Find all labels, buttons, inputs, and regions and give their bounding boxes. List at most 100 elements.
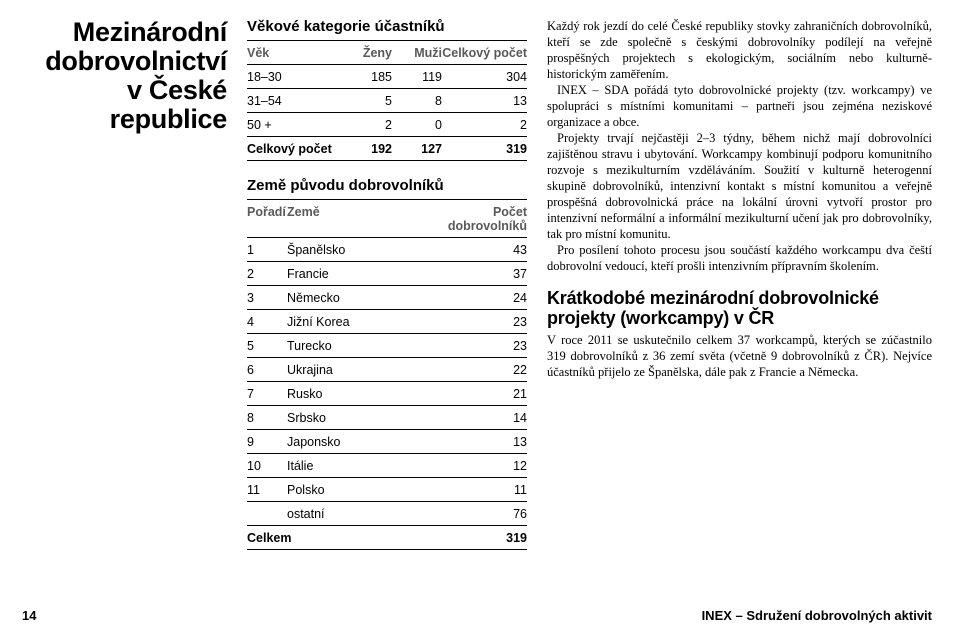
table-cell: 50 + bbox=[247, 118, 337, 132]
title-line-3: v České republice bbox=[110, 75, 227, 134]
countries-table-body: 1Španělsko432Francie373Německo244Jižní K… bbox=[247, 238, 527, 550]
table-cell: 10 bbox=[247, 459, 287, 473]
paragraph: V roce 2011 se uskutečnilo celkem 37 wor… bbox=[547, 332, 932, 380]
text-column: Každý rok jezdí do celé České republiky … bbox=[547, 18, 932, 594]
age-header-cell: Celkový počet bbox=[442, 46, 527, 60]
table-row: 18–30185119304 bbox=[247, 65, 527, 89]
age-table-title: Věkové kategorie účastníků bbox=[247, 18, 527, 41]
table-cell: 119 bbox=[392, 70, 442, 84]
table-row: 50 +202 bbox=[247, 113, 527, 137]
age-table: Věkové kategorie účastníků Věk Ženy Muži… bbox=[247, 18, 527, 161]
table-cell: 2 bbox=[247, 267, 287, 281]
age-header-cell: Ženy bbox=[337, 46, 392, 60]
table-row: 1Španělsko43 bbox=[247, 238, 527, 262]
age-header-cell: Muži bbox=[392, 46, 442, 60]
table-row: 31–545813 bbox=[247, 89, 527, 113]
table-cell: 0 bbox=[392, 118, 442, 132]
table-cell: 192 bbox=[337, 142, 392, 156]
table-cell bbox=[247, 507, 287, 521]
subheading: Krátkodobé mezinárodní dobrovolnické pro… bbox=[547, 288, 932, 328]
table-cell: ostatní bbox=[287, 507, 427, 521]
table-cell: 185 bbox=[337, 70, 392, 84]
table-cell: 2 bbox=[442, 118, 527, 132]
table-cell: Celkem bbox=[247, 531, 291, 545]
table-cell: Španělsko bbox=[287, 243, 427, 257]
table-row: 7Rusko21 bbox=[247, 382, 527, 406]
table-cell: 43 bbox=[427, 243, 527, 257]
table-cell: 8 bbox=[392, 94, 442, 108]
table-row: Celkem 319 bbox=[247, 526, 527, 550]
table-cell: 14 bbox=[427, 411, 527, 425]
table-row: 8Srbsko14 bbox=[247, 406, 527, 430]
table-cell: Japonsko bbox=[287, 435, 427, 449]
table-cell: 13 bbox=[427, 435, 527, 449]
table-cell: 9 bbox=[247, 435, 287, 449]
table-cell: 127 bbox=[392, 142, 442, 156]
table-row: 5Turecko23 bbox=[247, 334, 527, 358]
table-cell: 319 bbox=[427, 531, 527, 545]
table-cell: 304 bbox=[442, 70, 527, 84]
page-title: Mezinárodní dobrovolnictví v České repub… bbox=[22, 18, 227, 135]
page: Mezinárodní dobrovolnictví v České repub… bbox=[0, 0, 960, 641]
table-cell: 37 bbox=[427, 267, 527, 281]
table-cell: Polsko bbox=[287, 483, 427, 497]
columns: Mezinárodní dobrovolnictví v České repub… bbox=[22, 18, 932, 594]
title-column: Mezinárodní dobrovolnictví v České repub… bbox=[22, 18, 227, 594]
table-cell: 8 bbox=[247, 411, 287, 425]
countries-header-cell: Pořadí bbox=[247, 205, 287, 233]
table-cell: 21 bbox=[427, 387, 527, 401]
table-cell: 5 bbox=[337, 94, 392, 108]
table-cell: 4 bbox=[247, 315, 287, 329]
table-cell: 3 bbox=[247, 291, 287, 305]
table-row: 11Polsko11 bbox=[247, 478, 527, 502]
table-cell: Ukrajina bbox=[287, 363, 427, 377]
table-cell: 1 bbox=[247, 243, 287, 257]
table-row: 10Itálie12 bbox=[247, 454, 527, 478]
table-row: 4Jižní Korea23 bbox=[247, 310, 527, 334]
table-cell: Turecko bbox=[287, 339, 427, 353]
table-cell: 11 bbox=[427, 483, 527, 497]
table-cell: Celkový počet bbox=[247, 142, 337, 156]
table-row: Celkový počet192127319 bbox=[247, 137, 527, 161]
table-cell: Srbsko bbox=[287, 411, 427, 425]
age-header-cell: Věk bbox=[247, 46, 337, 60]
footer-org: INEX – Sdružení dobrovolných aktivit bbox=[702, 608, 932, 623]
table-cell: 31–54 bbox=[247, 94, 337, 108]
table-cell: 12 bbox=[427, 459, 527, 473]
table-cell: 319 bbox=[442, 142, 527, 156]
age-table-body: 18–3018511930431–54581350 +202Celkový po… bbox=[247, 65, 527, 161]
page-number: 14 bbox=[22, 608, 36, 623]
paragraph: Projekty trvají nejčastěji 2–3 týdny, bě… bbox=[547, 130, 932, 242]
table-cell: 7 bbox=[247, 387, 287, 401]
tables-column: Věkové kategorie účastníků Věk Ženy Muži… bbox=[247, 18, 527, 594]
paragraph: INEX – SDA pořádá tyto dobrovolnické pro… bbox=[547, 82, 932, 130]
table-cell: 6 bbox=[247, 363, 287, 377]
table-cell: Rusko bbox=[287, 387, 427, 401]
countries-header-cell: Počet dobrovolníků bbox=[427, 205, 527, 233]
age-table-header-row: Věk Ženy Muži Celkový počet bbox=[247, 41, 527, 65]
body-text-block-1: Každý rok jezdí do celé České republiky … bbox=[547, 18, 932, 274]
table-cell: Francie bbox=[287, 267, 427, 281]
table-cell: Německo bbox=[287, 291, 427, 305]
table-cell: 2 bbox=[337, 118, 392, 132]
table-row: 3Německo24 bbox=[247, 286, 527, 310]
countries-table-title: Země původu dobrovolníků bbox=[247, 177, 527, 200]
footer: 14 INEX – Sdružení dobrovolných aktivit bbox=[22, 608, 932, 623]
table-row: ostatní76 bbox=[247, 502, 527, 526]
table-cell: 5 bbox=[247, 339, 287, 353]
title-line-2: dobrovolnictví bbox=[45, 46, 227, 76]
table-cell: Itálie bbox=[287, 459, 427, 473]
title-line-1: Mezinárodní bbox=[73, 17, 227, 47]
table-cell: 76 bbox=[427, 507, 527, 521]
countries-table: Země původu dobrovolníků Pořadí Země Poč… bbox=[247, 177, 527, 550]
table-row: 6Ukrajina22 bbox=[247, 358, 527, 382]
body-text-block-2: V roce 2011 se uskutečnilo celkem 37 wor… bbox=[547, 332, 932, 380]
table-cell: 23 bbox=[427, 315, 527, 329]
table-cell: 23 bbox=[427, 339, 527, 353]
table-cell: 18–30 bbox=[247, 70, 337, 84]
table-cell: 13 bbox=[442, 94, 527, 108]
table-row: 9Japonsko13 bbox=[247, 430, 527, 454]
paragraph: Pro posílení tohoto procesu jsou součást… bbox=[547, 242, 932, 274]
table-row: 2Francie37 bbox=[247, 262, 527, 286]
paragraph: Každý rok jezdí do celé České republiky … bbox=[547, 18, 932, 82]
